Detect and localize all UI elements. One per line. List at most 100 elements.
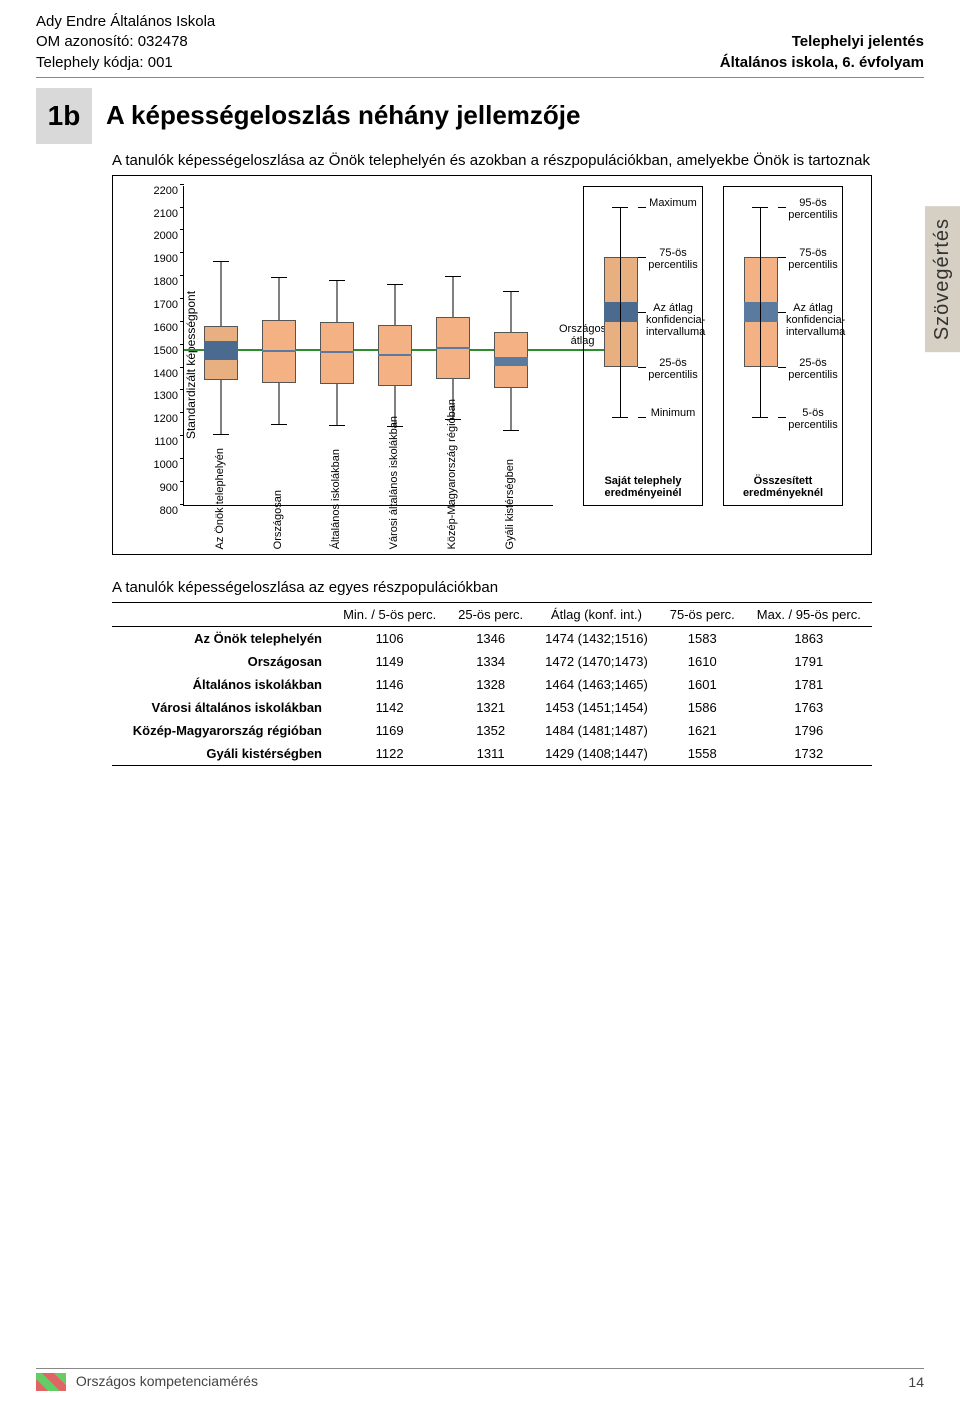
table-title: A tanulók képességeloszlása az egyes rés… — [112, 579, 924, 596]
row-label: Általános iskolákban — [112, 673, 332, 696]
section-title: A képességeloszlás néhány jellemzője — [106, 100, 580, 131]
legend-label: 25-ös percentilis — [786, 357, 840, 381]
legend-label: Az átlag konfidencia-intervalluma — [786, 302, 840, 338]
page: Ady Endre Általános Iskola OM azonosító:… — [0, 0, 960, 1409]
table-row: Városi általános iskolákban114213211453 … — [112, 696, 872, 719]
legend-label: Maximum — [646, 197, 700, 209]
row-label: Az Önök telephelyén — [112, 626, 332, 650]
section-badge: 1b — [36, 88, 92, 144]
site-code: Telephely kódja: 001 — [36, 53, 215, 73]
om-id: OM azonosító: 032478 — [36, 32, 215, 52]
x-axis-label: Az Önök telephelyén — [214, 448, 226, 550]
legend-label: 75-ös percentilis — [646, 247, 700, 271]
legend-label: Az átlag konfidencia-intervalluma — [646, 302, 700, 338]
row-label: Közép-Magyarország régióban — [112, 719, 332, 742]
y-tick-label: 900 — [144, 482, 178, 494]
table-column-header: Max. / 95-ös perc. — [746, 602, 872, 626]
boxplot-column — [260, 185, 298, 505]
chart-frame: Standardizált képességpont 8009001000110… — [112, 175, 872, 555]
page-number: 14 — [908, 1374, 924, 1390]
header-right: Telephelyi jelentés Általános iskola, 6.… — [720, 12, 924, 73]
school-name: Ady Endre Általános Iskola — [36, 12, 215, 32]
table-cell: 1106 — [332, 626, 447, 650]
legend-label: 25-ös percentilis — [646, 357, 700, 381]
section-heading: 1b A képességeloszlás néhány jellemzője — [36, 88, 924, 144]
x-axis-label: Általános iskolákban — [330, 449, 342, 549]
table-column-header: 25-ös perc. — [447, 602, 534, 626]
footer-text: Országos kompetenciamérés — [76, 1373, 258, 1389]
y-tick-label: 2000 — [144, 230, 178, 242]
table-cell: 1610 — [659, 650, 746, 673]
x-axis-label: Közép-Magyarország régióban — [446, 399, 458, 549]
page-footer: Országos kompetenciamérés 14 — [36, 1368, 924, 1391]
table-cell: 1484 (1481;1487) — [534, 719, 659, 742]
footer-logo-icon — [36, 1373, 66, 1391]
table-row: Gyáli kistérségben112213111429 (1408;144… — [112, 742, 872, 766]
table-cell: 1472 (1470;1473) — [534, 650, 659, 673]
x-axis-label: Gyáli kistérségben — [504, 459, 516, 550]
y-tick-label: 800 — [144, 505, 178, 517]
footer-left: Országos kompetenciamérés — [36, 1373, 258, 1391]
table-row: Országosan114913341472 (1470;1473)161017… — [112, 650, 872, 673]
table-cell: 1763 — [746, 696, 872, 719]
table-cell: 1169 — [332, 719, 447, 742]
table-column-header — [112, 602, 332, 626]
legend-aggregated: 95-ös percentilis 75-ös percentilis Az átl… — [723, 186, 843, 506]
y-tick-label: 1900 — [144, 253, 178, 265]
table-cell: 1732 — [746, 742, 872, 766]
y-tick-label: 1500 — [144, 345, 178, 357]
table-column-header: 75-ös perc. — [659, 602, 746, 626]
table-cell: 1586 — [659, 696, 746, 719]
table-cell: 1328 — [447, 673, 534, 696]
table-row: Az Önök telephelyén110613461474 (1432;15… — [112, 626, 872, 650]
table-cell: 1464 (1463;1465) — [534, 673, 659, 696]
x-axis-label: Városi általános iskolákban — [388, 416, 400, 549]
table-cell: 1429 (1408;1447) — [534, 742, 659, 766]
y-tick-label: 1400 — [144, 368, 178, 380]
table-row: Általános iskolákban114613281464 (1463;1… — [112, 673, 872, 696]
table-cell: 1346 — [447, 626, 534, 650]
table-body: Az Önök telephelyén110613461474 (1432;15… — [112, 626, 872, 765]
y-tick-label: 1300 — [144, 390, 178, 402]
table-cell: 1791 — [746, 650, 872, 673]
table-cell: 1601 — [659, 673, 746, 696]
y-tick-label: 2100 — [144, 208, 178, 220]
table-cell: 1142 — [332, 696, 447, 719]
table-cell: 1453 (1451;1454) — [534, 696, 659, 719]
chart-subtitle: A tanulók képességeloszlása az Önök tele… — [112, 152, 924, 169]
table-cell: 1122 — [332, 742, 447, 766]
y-tick-label: 1000 — [144, 459, 178, 471]
boxplot-column — [492, 185, 530, 505]
table-cell: 1621 — [659, 719, 746, 742]
table-cell: 1583 — [659, 626, 746, 650]
y-tick-label: 1200 — [144, 413, 178, 425]
table-cell: 1796 — [746, 719, 872, 742]
header-left: Ady Endre Általános Iskola OM azonosító:… — [36, 12, 215, 73]
table-column-header: Min. / 5-ös perc. — [332, 602, 447, 626]
table-cell: 1311 — [447, 742, 534, 766]
y-tick-label: 1700 — [144, 299, 178, 311]
y-tick-label: 2200 — [144, 185, 178, 197]
table-cell: 1334 — [447, 650, 534, 673]
legend-title: Saját telephely eredményeinél — [588, 475, 698, 499]
table-cell: 1863 — [746, 626, 872, 650]
table-column-header: Átlag (konf. int.) — [534, 602, 659, 626]
legend-label: Minimum — [646, 407, 700, 419]
row-label: Gyáli kistérségben — [112, 742, 332, 766]
row-label: Városi általános iskolákban — [112, 696, 332, 719]
y-tick-label: 1600 — [144, 322, 178, 334]
chart-plot-area: 8009001000110012001300140015001600170018… — [183, 186, 553, 506]
x-axis-label: Országosan — [272, 490, 284, 549]
legend-label: 75-ös percentilis — [786, 247, 840, 271]
legend-label: 95-ös percentilis — [786, 197, 840, 221]
table-cell: 1781 — [746, 673, 872, 696]
table-header-row: Min. / 5-ös perc.25-ös perc.Átlag (konf.… — [112, 602, 872, 626]
grade: Általános iskola, 6. évfolyam — [720, 53, 924, 73]
legend-own: Maximum 75-ös percentilis Az átlag konfide… — [583, 186, 703, 506]
legend-title: Összesített eredményeknél — [728, 475, 838, 499]
data-table: Min. / 5-ös perc.25-ös perc.Átlag (konf.… — [112, 602, 872, 766]
side-tab: Szövegértés — [925, 206, 960, 352]
report-type: Telephelyi jelentés — [720, 32, 924, 52]
legend-label: 5-ös percentilis — [786, 407, 840, 431]
table-cell: 1352 — [447, 719, 534, 742]
